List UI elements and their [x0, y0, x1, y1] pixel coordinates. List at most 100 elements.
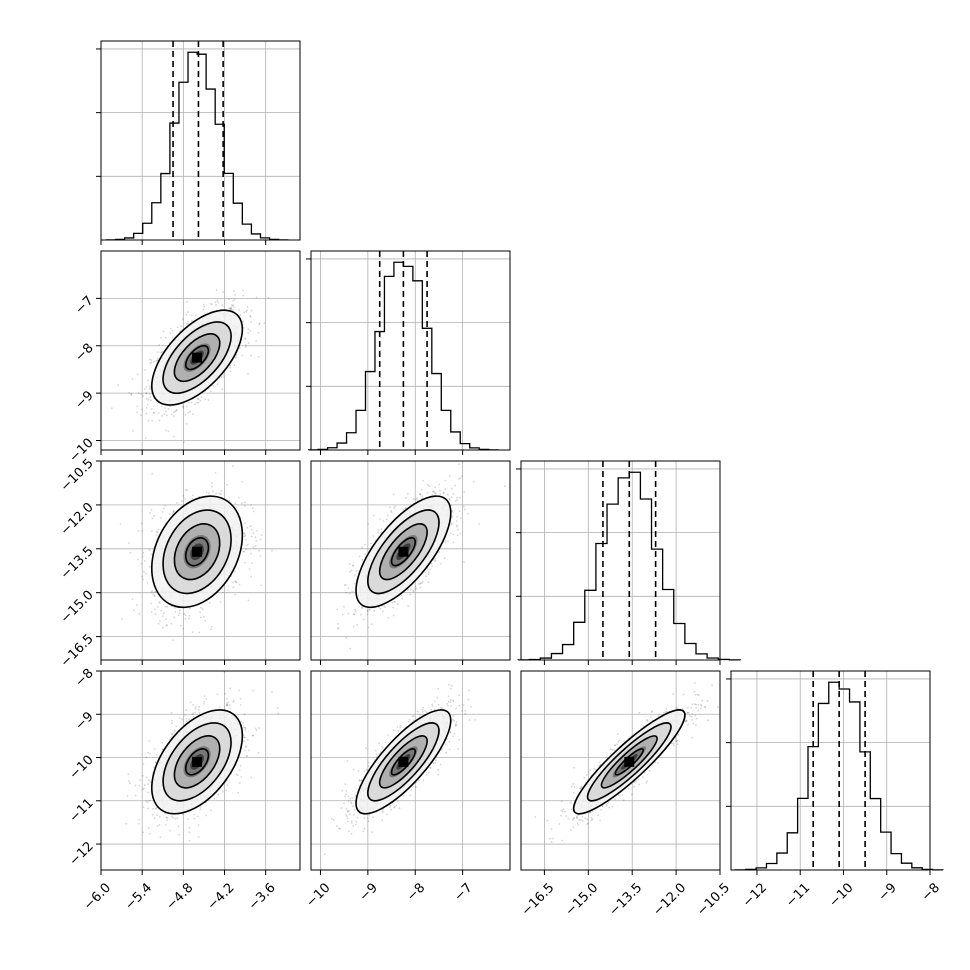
- sample-point: [142, 578, 144, 581]
- sample-point: [419, 583, 421, 585]
- sample-point: [439, 493, 442, 495]
- sample-point: [234, 356, 237, 359]
- sample-point: [121, 618, 123, 621]
- sample-point: [174, 606, 177, 609]
- sample-point: [367, 523, 370, 525]
- sample-point: [448, 497, 451, 500]
- sample-point: [250, 528, 253, 531]
- sample-point: [187, 412, 190, 414]
- sample-point: [168, 513, 171, 516]
- sample-point: [241, 354, 244, 357]
- sample-point: [158, 601, 160, 604]
- sample-point: [227, 701, 230, 704]
- sample-point: [412, 498, 415, 501]
- sample-point: [361, 546, 363, 549]
- sample-point: [240, 776, 243, 778]
- sample-point: [159, 836, 162, 839]
- sample-point: [250, 535, 253, 538]
- sample-point: [456, 515, 458, 518]
- sample-point: [182, 405, 185, 408]
- sample-point: [186, 818, 189, 821]
- sample-point: [150, 611, 153, 613]
- sample-point: [258, 323, 261, 326]
- sample-point: [179, 609, 181, 612]
- sample-point: [260, 534, 263, 536]
- sample-point: [159, 602, 161, 604]
- sample-point: [146, 801, 149, 804]
- sample-point: [133, 609, 135, 612]
- sample-point: [119, 523, 122, 525]
- sample-point: [215, 492, 218, 495]
- sample-point: [456, 498, 459, 501]
- sample-point: [153, 595, 156, 597]
- sample-point: [356, 569, 358, 572]
- panel-2-1: [310, 460, 511, 665]
- sample-point: [222, 291, 224, 293]
- sample-point: [255, 339, 257, 342]
- sample-point: [194, 403, 196, 405]
- sample-point: [175, 409, 178, 412]
- sample-point: [452, 493, 455, 495]
- sample-point: [201, 608, 204, 611]
- sample-point: [235, 356, 238, 358]
- sample-point: [144, 437, 147, 439]
- sample-point: [137, 530, 140, 532]
- sample-point: [174, 611, 177, 613]
- sample-point: [162, 626, 164, 629]
- sample-point: [233, 290, 235, 292]
- sample-point: [233, 306, 236, 309]
- sample-point: [199, 616, 202, 619]
- sample-point: [432, 491, 434, 493]
- sample-point: [451, 509, 454, 512]
- sample-point: [147, 419, 150, 422]
- sample-point: [166, 817, 169, 819]
- sample-point: [197, 836, 200, 838]
- sample-point: [242, 294, 245, 297]
- sample-point: [199, 399, 202, 402]
- sample-point: [141, 775, 144, 777]
- sample-point: [185, 405, 188, 408]
- sample-point: [368, 608, 371, 611]
- sample-point: [263, 322, 266, 324]
- sample-point: [414, 585, 417, 588]
- sample-point: [352, 625, 355, 628]
- y-tick-label: −8: [72, 341, 96, 365]
- sample-point: [255, 540, 258, 542]
- sample-point: [145, 776, 148, 778]
- sample-point: [259, 555, 262, 557]
- sample-point: [212, 384, 215, 387]
- sample-point: [364, 543, 366, 546]
- sample-point: [176, 326, 179, 329]
- sample-point: [147, 807, 150, 810]
- y-tick-label: −13.5: [58, 544, 97, 583]
- sample-point: [454, 500, 457, 503]
- sample-point: [451, 515, 454, 518]
- sample-point: [140, 562, 143, 565]
- sample-point: [190, 401, 193, 404]
- sample-point: [235, 581, 238, 584]
- sample-point: [199, 606, 202, 609]
- sample-point: [247, 543, 249, 546]
- sample-point: [444, 541, 447, 544]
- sample-point: [150, 408, 153, 410]
- sample-point: [367, 610, 369, 612]
- panel-frame: [100, 40, 301, 241]
- sample-point: [373, 514, 375, 517]
- sample-point: [473, 480, 475, 483]
- panel-frame: [100, 460, 301, 661]
- sample-point: [157, 528, 160, 531]
- sample-point: [166, 819, 169, 822]
- sample-point: [164, 605, 167, 608]
- sample-point: [245, 755, 248, 757]
- panel-2-2: [516, 460, 742, 665]
- sample-point: [177, 614, 180, 617]
- contour-line: [355, 495, 452, 609]
- sample-point: [232, 299, 235, 302]
- sample-point: [178, 833, 181, 836]
- sample-point: [165, 429, 168, 432]
- sample-point: [144, 369, 147, 371]
- sample-point: [361, 607, 364, 610]
- sample-point: [267, 296, 270, 299]
- sample-point: [157, 351, 160, 353]
- sample-point: [233, 699, 235, 702]
